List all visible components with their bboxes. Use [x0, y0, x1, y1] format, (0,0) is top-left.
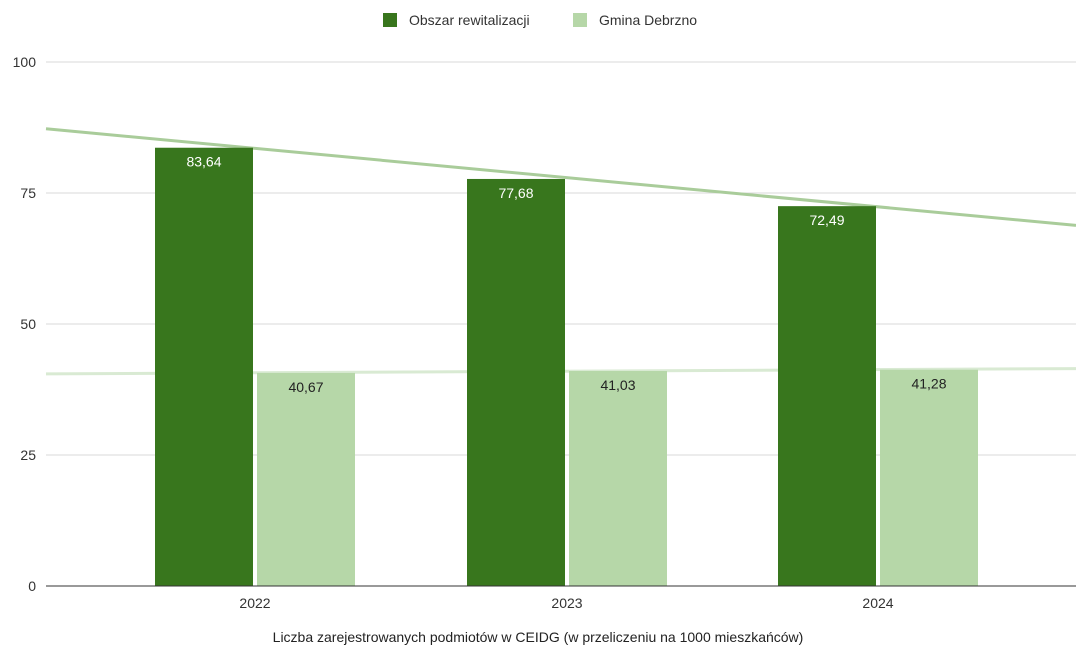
- y-axis-ticks: 0 25 50 75 100: [13, 54, 37, 594]
- data-label: 41,28: [911, 376, 946, 392]
- y-tick-label: 0: [28, 578, 36, 594]
- bars: [155, 147, 978, 587]
- x-tick-label: 2022: [239, 595, 270, 611]
- bar: [778, 206, 876, 586]
- data-labels: 83,64 77,68 72,49 40,67 41,03 41,28: [186, 154, 946, 395]
- legend-label: Gmina Debrzno: [599, 12, 697, 28]
- x-tick-label: 2024: [862, 595, 893, 611]
- bar: [880, 369, 978, 586]
- data-label: 72,49: [809, 212, 844, 228]
- y-tick-label: 50: [20, 316, 36, 332]
- data-label: 41,03: [600, 377, 635, 393]
- data-label: 77,68: [498, 185, 533, 201]
- y-tick-label: 100: [13, 54, 37, 70]
- legend-swatch: [383, 13, 397, 27]
- data-label: 83,64: [186, 154, 221, 170]
- legend-label: Obszar rewitalizacji: [409, 12, 530, 28]
- bar: [257, 372, 355, 586]
- bar: [467, 178, 565, 587]
- trendline: [45, 127, 1076, 227]
- legend-swatch: [573, 13, 587, 27]
- x-tick-label: 2023: [551, 595, 582, 611]
- data-label: 40,67: [288, 379, 323, 395]
- x-axis-title: Liczba zarejestrowanych podmiotów w CEID…: [273, 629, 804, 645]
- chart-legend: Obszar rewitalizacji Gmina Debrzno: [383, 12, 697, 28]
- y-tick-label: 75: [20, 185, 36, 201]
- y-tick-label: 25: [20, 447, 36, 463]
- bar: [155, 147, 253, 587]
- x-axis-ticks: 2022 2023 2024: [239, 595, 893, 611]
- bar: [569, 371, 667, 586]
